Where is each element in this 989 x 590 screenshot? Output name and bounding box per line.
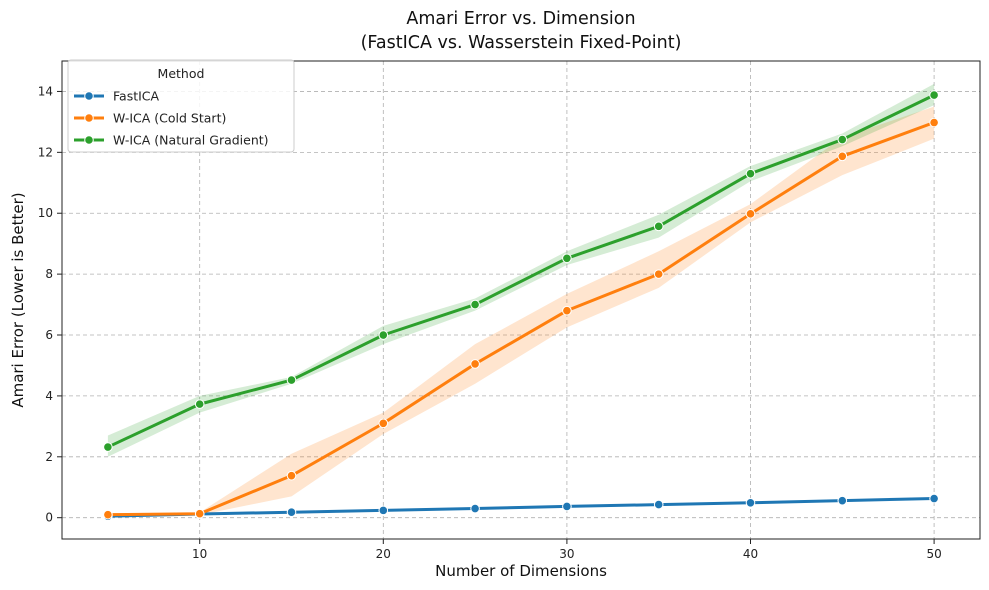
legend: Method FastICA W-ICA (Cold Start) W-ICA (N… — [67, 59, 295, 153]
w-ica-cold-start-point — [929, 117, 939, 128]
y-axis-ticks: 0 2 4 6 8 10 12 14 — [38, 84, 62, 525]
w-ica-natural-gradient-point — [378, 330, 389, 340]
w-ica-natural-gradient-line — [106, 93, 936, 449]
w-ica-cold-start-point — [194, 508, 205, 519]
x-tick-label: 30 — [559, 547, 574, 561]
x-tick-label: 40 — [743, 547, 758, 561]
x-tick-label: 20 — [376, 547, 391, 561]
series-lines — [106, 93, 936, 518]
fastica-point — [653, 499, 664, 510]
fastica-point — [929, 493, 939, 504]
fastica-point — [286, 507, 297, 518]
w-ica-cold-start-point — [103, 509, 113, 520]
legend-box — [67, 59, 295, 153]
w-ica-cold-start-point — [378, 418, 389, 429]
w-ica-natural-gradient-point — [286, 375, 297, 385]
legend-items: FastICA W-ICA (Cold Start) W-ICA (Natural … — [74, 89, 269, 148]
y-tick-label: 0 — [45, 511, 53, 525]
y-tick-label: 12 — [38, 145, 53, 159]
w-ica-cold-start-point — [470, 359, 480, 369]
w-ica-cold-start-point — [837, 151, 848, 162]
w-ica-natural-gradient-point — [194, 399, 205, 409]
w-ica-natural-gradient-point — [470, 299, 480, 310]
fastica-point — [378, 505, 389, 516]
legend-label-w-ica-cold-start: W-ICA (Cold Start) — [113, 111, 226, 126]
w-ica-cold-start-band — [107, 106, 935, 516]
fastica-line — [106, 497, 936, 518]
chart-subtitle: (FastICA vs. Wasserstein Fixed-Point) — [361, 33, 682, 53]
legend-label-fastica: FastICA — [113, 89, 160, 104]
fastica-point — [470, 503, 480, 514]
legend-label-w-ica-natural-gradient: W-ICA (Natural Gradient) — [113, 133, 269, 148]
fastica-point — [562, 501, 572, 512]
y-tick-label: 6 — [45, 328, 53, 342]
w-ica-natural-gradient-point — [745, 168, 756, 179]
w-ica-cold-start-point — [745, 209, 756, 219]
y-tick-label: 14 — [38, 84, 53, 98]
grid — [62, 61, 980, 539]
x-tick-label: 50 — [926, 547, 941, 561]
series-points — [103, 90, 939, 521]
y-tick-label: 10 — [38, 206, 53, 220]
plot-frame — [61, 60, 981, 540]
fastica-point — [745, 497, 756, 508]
legend-title: Method — [158, 66, 205, 81]
w-ica-natural-gradient-point — [653, 221, 664, 232]
chart-title: Amari Error vs. Dimension — [406, 9, 635, 29]
w-ica-cold-start-line — [106, 121, 936, 517]
x-tick-label: 10 — [192, 547, 207, 561]
legend-marker-w-ica-natural-gradient — [84, 135, 94, 145]
w-ica-natural-gradient-point — [837, 134, 848, 145]
legend-marker-w-ica-cold-start — [84, 113, 94, 123]
w-ica-natural-gradient-point — [562, 253, 572, 264]
w-ica-natural-gradient-point — [929, 90, 939, 100]
w-ica-cold-start-point — [286, 470, 297, 481]
y-tick-label: 8 — [45, 267, 53, 281]
fastica-point — [837, 495, 848, 506]
y-axis-label: Amari Error (Lower is Better) — [9, 192, 27, 407]
y-tick-label: 2 — [45, 450, 53, 464]
x-axis-label: Number of Dimensions — [435, 562, 607, 580]
legend-marker-fastica — [84, 91, 94, 101]
w-ica-cold-start-point — [653, 269, 664, 279]
w-ica-cold-start-point — [562, 305, 572, 316]
w-ica-natural-gradient-point — [103, 442, 113, 452]
y-tick-label: 4 — [45, 389, 53, 403]
x-axis-ticks: 10 20 30 40 50 — [192, 539, 942, 561]
